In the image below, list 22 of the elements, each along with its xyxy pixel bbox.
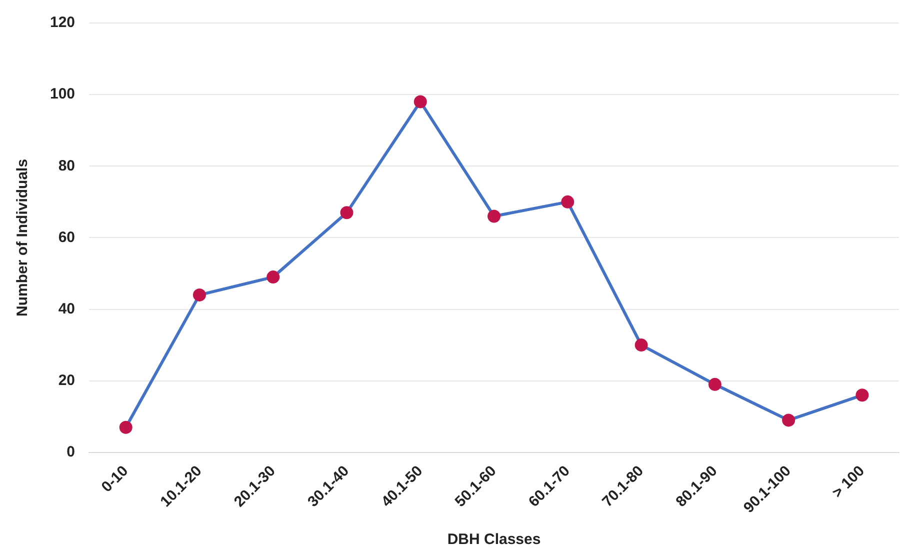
y-tick-label: 120 xyxy=(50,14,76,32)
point xyxy=(561,195,574,208)
y-axis-title: Number of Individuals xyxy=(14,158,32,316)
point xyxy=(266,270,280,284)
y-tick-label: 100 xyxy=(50,86,76,103)
point xyxy=(340,206,354,220)
point xyxy=(782,414,796,427)
point xyxy=(119,420,132,434)
point xyxy=(488,210,501,223)
y-tick-label: 60 xyxy=(58,228,76,246)
x-tick-label: 0-10 xyxy=(98,462,132,496)
point xyxy=(192,288,206,302)
point xyxy=(708,378,722,391)
y-tick-label: 0 xyxy=(66,444,76,461)
y-tick-label: 20 xyxy=(58,372,76,389)
x-tick-label: > 100 xyxy=(829,462,868,502)
x-axis-title: DBH Classes xyxy=(447,531,541,548)
y-tick-label: 80 xyxy=(58,157,76,174)
y-tick-label: 40 xyxy=(58,300,76,318)
point xyxy=(634,338,648,352)
point xyxy=(856,388,869,402)
point xyxy=(414,95,427,108)
